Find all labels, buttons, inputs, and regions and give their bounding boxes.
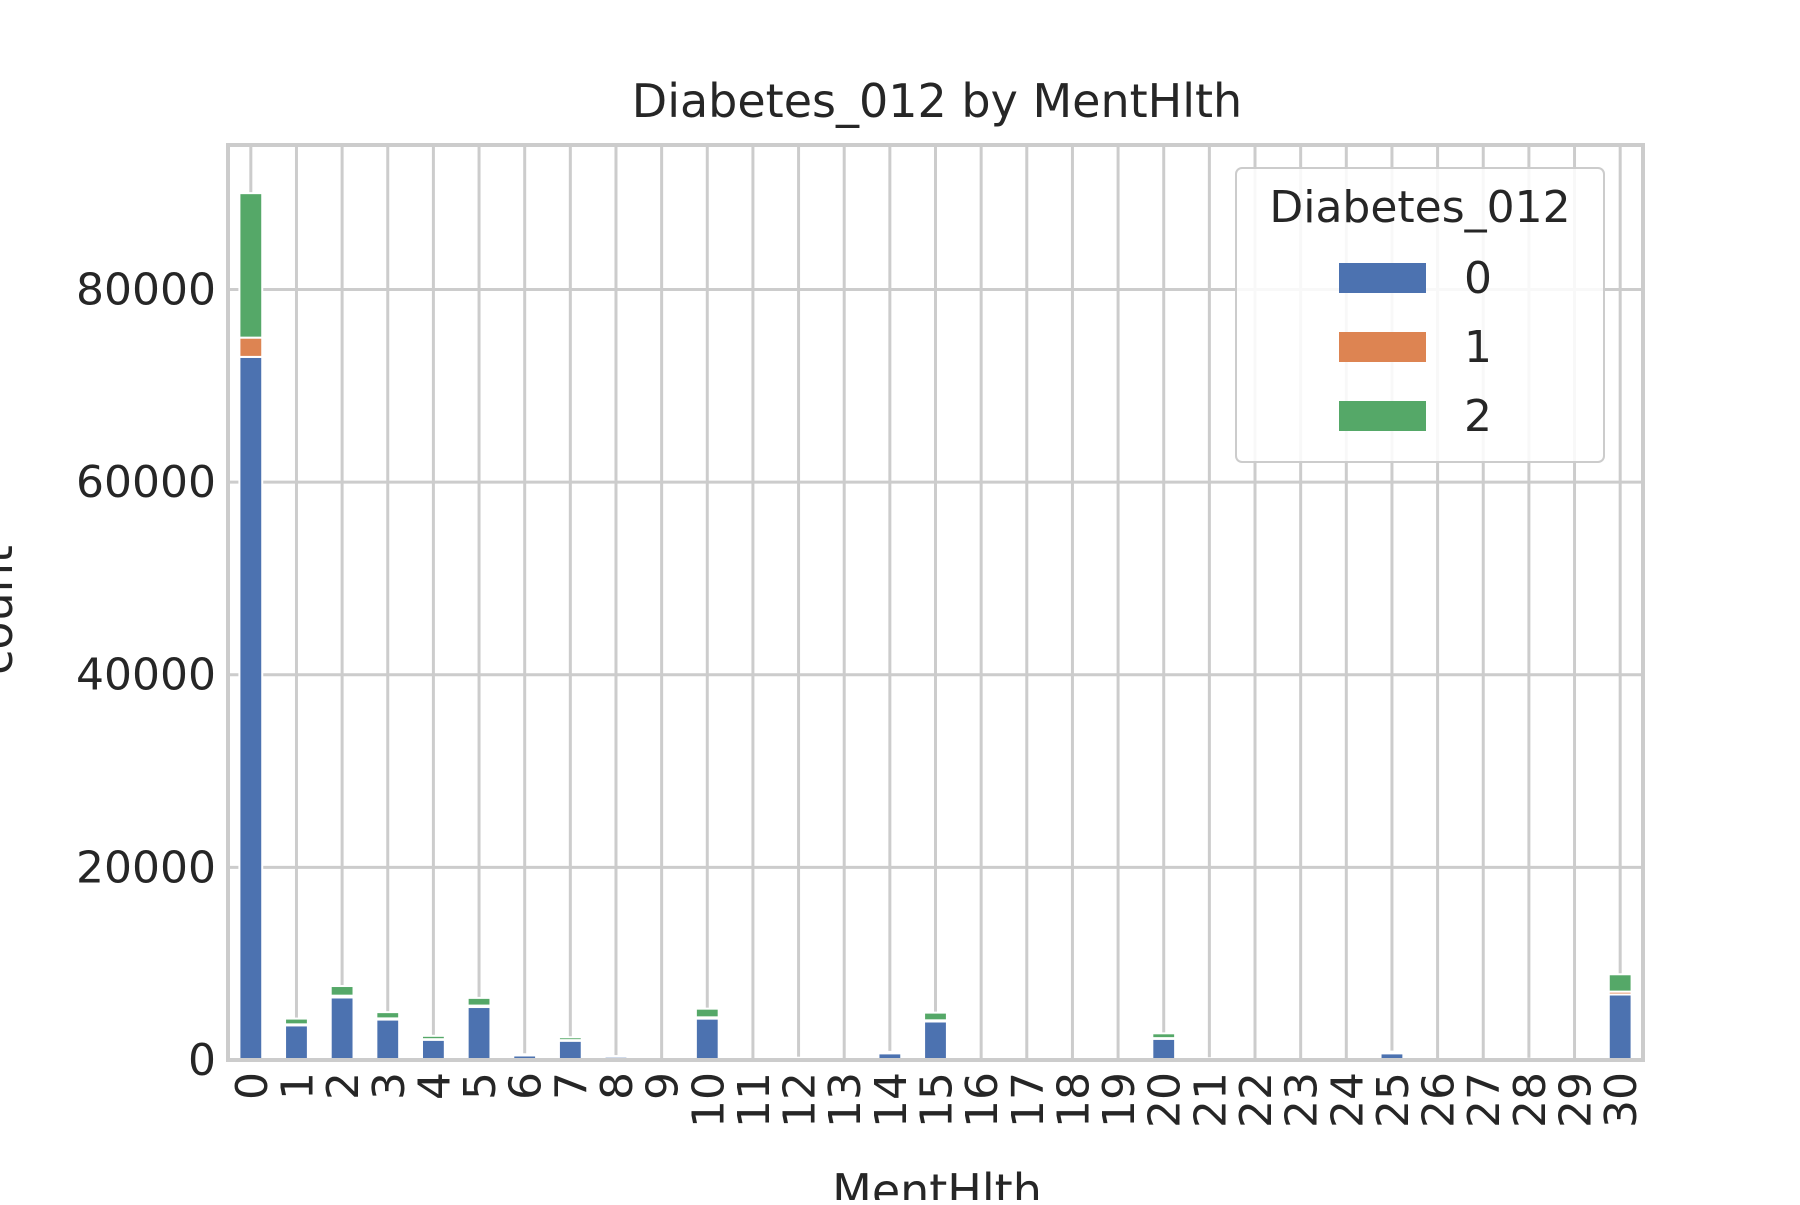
bar-segment-0-series-1 xyxy=(239,338,262,357)
bar-segment-10-series-0 xyxy=(696,1019,719,1060)
x-tick-label: 20 xyxy=(1140,1072,1191,1128)
legend-title: Diabetes_012 xyxy=(1269,182,1570,233)
x-tick-label: 5 xyxy=(455,1072,506,1100)
y-axis-label: count xyxy=(0,545,23,675)
x-tick-label: 26 xyxy=(1414,1072,1465,1128)
bar-segment-15-series-0 xyxy=(924,1021,947,1060)
y-tick-label: 20000 xyxy=(76,842,216,893)
x-tick-label: 9 xyxy=(638,1072,689,1100)
bar-segment-1-series-0 xyxy=(285,1025,308,1060)
x-tick-label: 3 xyxy=(364,1072,415,1100)
bar-segment-1-series-2 xyxy=(285,1019,308,1025)
x-tick-label: 11 xyxy=(729,1072,780,1128)
x-tick-label: 0 xyxy=(227,1072,278,1100)
x-tick-label: 23 xyxy=(1277,1072,1328,1128)
y-tick-label: 40000 xyxy=(76,650,216,701)
bar-segment-0-series-0 xyxy=(239,357,262,1060)
x-tick-label: 17 xyxy=(1003,1072,1054,1128)
bar-segment-5-series-0 xyxy=(468,1007,491,1060)
x-tick-label: 6 xyxy=(501,1072,552,1100)
x-tick-label: 29 xyxy=(1551,1072,1602,1128)
x-tick-label: 12 xyxy=(775,1072,826,1128)
x-tick-label: 13 xyxy=(820,1072,871,1128)
x-tick-label: 25 xyxy=(1368,1072,1419,1128)
x-tick-label: 19 xyxy=(1094,1072,1145,1128)
bar-segment-4-series-0 xyxy=(422,1040,445,1060)
y-tick-label: 80000 xyxy=(76,264,216,315)
x-tick-label: 30 xyxy=(1596,1072,1647,1128)
legend-label-1: 1 xyxy=(1464,322,1492,373)
y-tick-label: 0 xyxy=(188,1035,216,1086)
legend-label-2: 2 xyxy=(1464,391,1492,442)
bar-segment-14-series-2 xyxy=(878,1052,901,1053)
bar-segment-2-series-2 xyxy=(331,986,354,996)
x-tick-label: 4 xyxy=(409,1072,460,1100)
legend-entries: 0 1 2 xyxy=(1339,253,1492,442)
bar-segment-30-series-0 xyxy=(1609,995,1632,1060)
bar-segment-5-series-2 xyxy=(468,998,491,1006)
bar-segment-3-series-2 xyxy=(376,1012,399,1018)
x-tick-label: 21 xyxy=(1185,1072,1236,1128)
bar-segment-7-series-2 xyxy=(559,1037,582,1040)
legend-swatch-2 xyxy=(1339,401,1426,431)
x-tick-label: 22 xyxy=(1231,1072,1282,1128)
bar-segment-2-series-0 xyxy=(331,997,354,1060)
bar-segment-20-series-2 xyxy=(1152,1033,1175,1038)
x-tick-label: 1 xyxy=(272,1072,323,1100)
x-tick-label: 18 xyxy=(1048,1072,1099,1128)
x-tick-label: 27 xyxy=(1459,1072,1510,1128)
legend: Diabetes_012 0 1 2 xyxy=(1236,168,1604,462)
legend-label-0: 0 xyxy=(1464,253,1492,304)
x-tick-label: 7 xyxy=(546,1072,597,1100)
legend-swatch-1 xyxy=(1339,332,1426,362)
x-tick-label: 28 xyxy=(1505,1072,1556,1128)
bar-segment-20-series-0 xyxy=(1152,1039,1175,1060)
x-tick-label: 8 xyxy=(592,1072,643,1100)
x-axis-label: MentHlth xyxy=(832,1164,1042,1200)
chart-title: Diabetes_012 by MentHlth xyxy=(632,74,1242,128)
bar-segment-10-series-2 xyxy=(696,1009,719,1018)
x-tick-label: 10 xyxy=(683,1072,734,1128)
bar-segment-7-series-0 xyxy=(559,1041,582,1060)
x-tick-label: 15 xyxy=(912,1072,963,1128)
legend-swatch-0 xyxy=(1339,263,1426,293)
bar-segment-25-series-2 xyxy=(1381,1052,1404,1053)
x-tick-label: 2 xyxy=(318,1072,369,1100)
bar-segment-0-series-2 xyxy=(239,193,262,337)
bar-segment-3-series-0 xyxy=(376,1020,399,1060)
x-tick-label: 16 xyxy=(957,1072,1008,1128)
bar-segment-6-series-2 xyxy=(513,1054,536,1055)
y-tick-label: 60000 xyxy=(76,457,216,508)
bar-segment-30-series-2 xyxy=(1609,974,1632,991)
x-tick-label: 14 xyxy=(866,1072,917,1128)
bar-segment-4-series-2 xyxy=(422,1036,445,1039)
bar-segment-15-series-2 xyxy=(924,1013,947,1021)
x-tick-label: 24 xyxy=(1322,1072,1373,1128)
